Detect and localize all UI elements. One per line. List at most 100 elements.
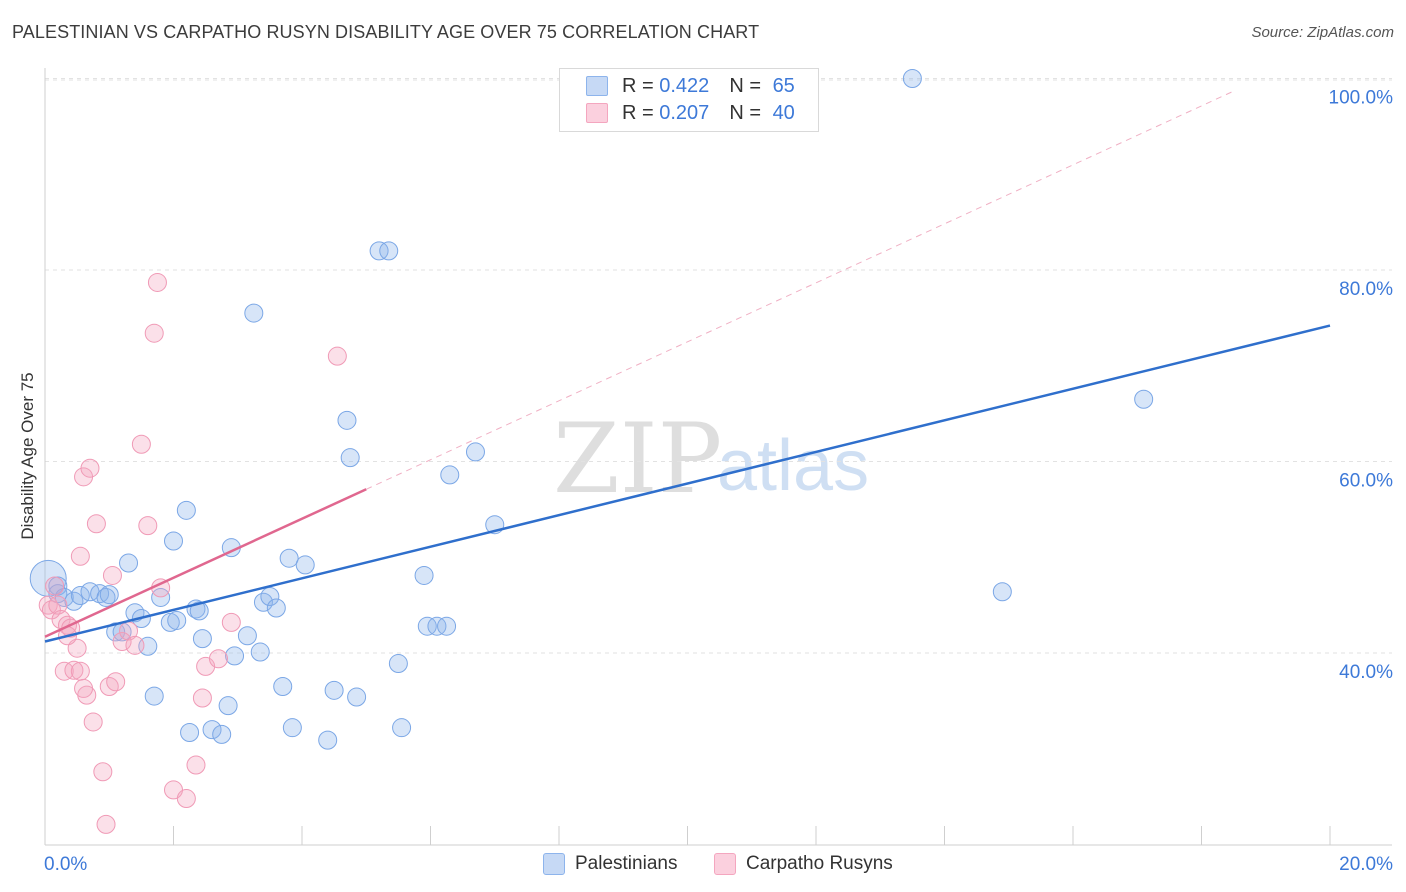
bottom-legend-carpatho-rusyns: Carpatho Rusyns [714,851,893,877]
point-palestinians [324,680,344,700]
point-palestinians [189,601,209,621]
legend-swatch-blue [586,76,608,96]
correlation-legend: R = 0.422 N = 65 R = 0.207 N = 40 [559,68,819,132]
point-palestinians [440,465,460,485]
point-palestinians [70,586,90,606]
point-carpatho-rusyns [83,712,103,732]
point-carpatho-rusyns [48,595,68,615]
point-palestinians [151,587,171,607]
legend-r-label: R = [622,74,660,97]
legend-row-palestinians: R = 0.422 N = 65 [586,73,795,99]
point-carpatho-rusyns [125,635,145,655]
point-carpatho-rusyns [80,458,100,478]
legend-n-label: N = [729,101,767,124]
point-carpatho-rusyns [327,346,347,366]
point-palestinians [414,565,434,585]
point-palestinians [192,629,212,649]
point-palestinians [119,553,139,573]
point-carpatho-rusyns [64,660,84,680]
bottom-swatch-pink [714,853,736,875]
point-palestinians [437,616,457,636]
legend-r-value: 0.422 [659,74,710,97]
point-carpatho-rusyns [106,672,126,692]
bottom-legend-palestinians: Palestinians [543,851,677,877]
legend-n-value: 40 [772,101,795,124]
trend-line-carpatho-rusyns [44,488,367,638]
point-palestinians [417,616,437,636]
legend-r-label: R = [622,101,660,124]
source-label: Source: ZipAtlas.com [1251,24,1394,41]
point-palestinians [167,610,187,630]
legend-swatch-pink [586,103,608,123]
point-carpatho-rusyns [45,576,65,596]
point-carpatho-rusyns [86,514,106,534]
watermark-atlas: atlas [717,426,869,506]
point-palestinians [160,612,180,632]
point-carpatho-rusyns [138,516,158,536]
point-palestinians [347,687,367,707]
x-tick-label-min: 0.0% [44,854,87,875]
point-carpatho-rusyns [54,661,74,681]
point-palestinians [465,442,485,462]
point-palestinians [340,448,360,468]
point-carpatho-rusyns [74,678,94,698]
bottom-legend-label: Carpatho Rusyns [746,853,893,874]
point-carpatho-rusyns [70,546,90,566]
point-palestinians [260,587,280,607]
point-carpatho-rusyns [112,632,132,652]
y-tick-label: 40.0% [1339,662,1393,683]
point-carpatho-rusyns [70,661,90,681]
point-palestinians [144,686,164,706]
legend-n-label: N = [729,74,767,97]
point-palestinians [176,500,196,520]
point-palestinians [212,724,232,744]
point-palestinians [318,730,338,750]
point-palestinians [1134,389,1154,409]
point-carpatho-rusyns [93,762,113,782]
point-palestinians [369,241,389,261]
watermark-zip: ZIP [553,403,722,515]
legend-r-value: 0.207 [659,101,710,124]
trend-extension-carpatho-rusyns [366,90,1234,490]
point-palestinians [427,616,447,636]
legend-row-carpatho-rusyns: R = 0.207 N = 40 [586,100,795,126]
chart-title: PALESTINIAN VS CARPATHO RUSYN DISABILITY… [12,22,760,42]
point-carpatho-rusyns [102,565,122,585]
point-palestinians [279,548,299,568]
point-palestinians [250,642,270,662]
point-palestinians [273,677,293,697]
point-carpatho-rusyns [192,688,212,708]
legend-n-value: 65 [772,74,795,97]
point-palestinians [282,718,302,738]
point-palestinians [237,626,257,646]
point-palestinians [992,582,1012,602]
x-tick-label-max: 20.0% [1339,854,1393,875]
point-palestinians [244,303,264,323]
point-carpatho-rusyns [221,612,241,632]
point-carpatho-rusyns [131,434,151,454]
y-tick-label: 60.0% [1339,471,1393,492]
bottom-swatch-blue [543,853,565,875]
point-carpatho-rusyns [147,272,167,292]
point-palestinians [99,585,119,605]
point-palestinians [295,555,315,575]
point-palestinians [392,718,412,738]
point-palestinians [266,598,286,618]
point-palestinians [202,720,222,740]
y-tick-label: 100.0% [1329,88,1394,109]
point-palestinians [96,587,116,607]
point-palestinians [164,531,183,551]
point-carpatho-rusyns [176,789,196,809]
point-carpatho-rusyns [144,323,164,343]
point-palestinians [379,241,399,261]
point-carpatho-rusyns [96,814,116,834]
bottom-legend-label: Palestinians [575,853,678,874]
y-tick-label: 80.0% [1339,279,1393,300]
point-carpatho-rusyns [208,649,228,669]
point-palestinians [902,69,922,88]
point-palestinians [218,696,238,716]
point-palestinians [180,722,200,742]
point-palestinians [337,410,357,430]
trend-line-palestinians [44,324,1331,643]
